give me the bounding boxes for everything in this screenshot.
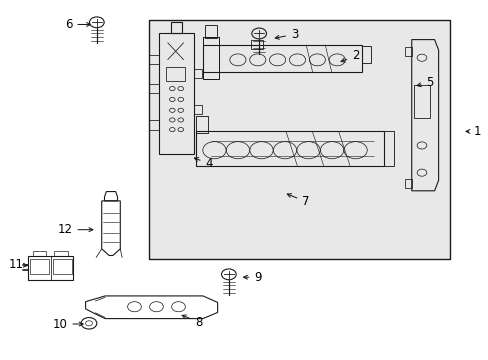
Bar bbox=[30, 258, 49, 274]
Text: 3: 3 bbox=[275, 28, 298, 41]
Bar bbox=[203, 45, 361, 72]
Bar bbox=[203, 37, 219, 79]
Text: 9: 9 bbox=[243, 271, 261, 284]
Text: 5: 5 bbox=[416, 76, 433, 89]
Text: 12: 12 bbox=[57, 223, 93, 236]
Bar bbox=[149, 20, 449, 259]
Text: 1: 1 bbox=[465, 125, 481, 138]
Bar bbox=[171, 22, 182, 33]
Bar bbox=[204, 25, 217, 38]
Text: 10: 10 bbox=[53, 318, 83, 330]
Bar bbox=[33, 251, 46, 256]
Bar bbox=[361, 46, 370, 63]
Bar bbox=[165, 67, 185, 81]
Bar bbox=[28, 256, 73, 280]
Bar bbox=[195, 131, 383, 166]
Bar bbox=[250, 40, 263, 49]
Bar bbox=[159, 33, 194, 154]
Text: 4: 4 bbox=[194, 157, 212, 170]
Text: 2: 2 bbox=[341, 49, 359, 62]
Text: 6: 6 bbox=[65, 18, 90, 31]
Bar bbox=[53, 258, 71, 274]
Text: 8: 8 bbox=[182, 315, 203, 329]
Text: 7: 7 bbox=[286, 194, 309, 208]
Bar bbox=[383, 131, 393, 166]
Bar bbox=[413, 85, 429, 118]
Bar bbox=[54, 251, 68, 256]
Text: 11: 11 bbox=[9, 258, 27, 271]
Bar bbox=[195, 116, 207, 133]
